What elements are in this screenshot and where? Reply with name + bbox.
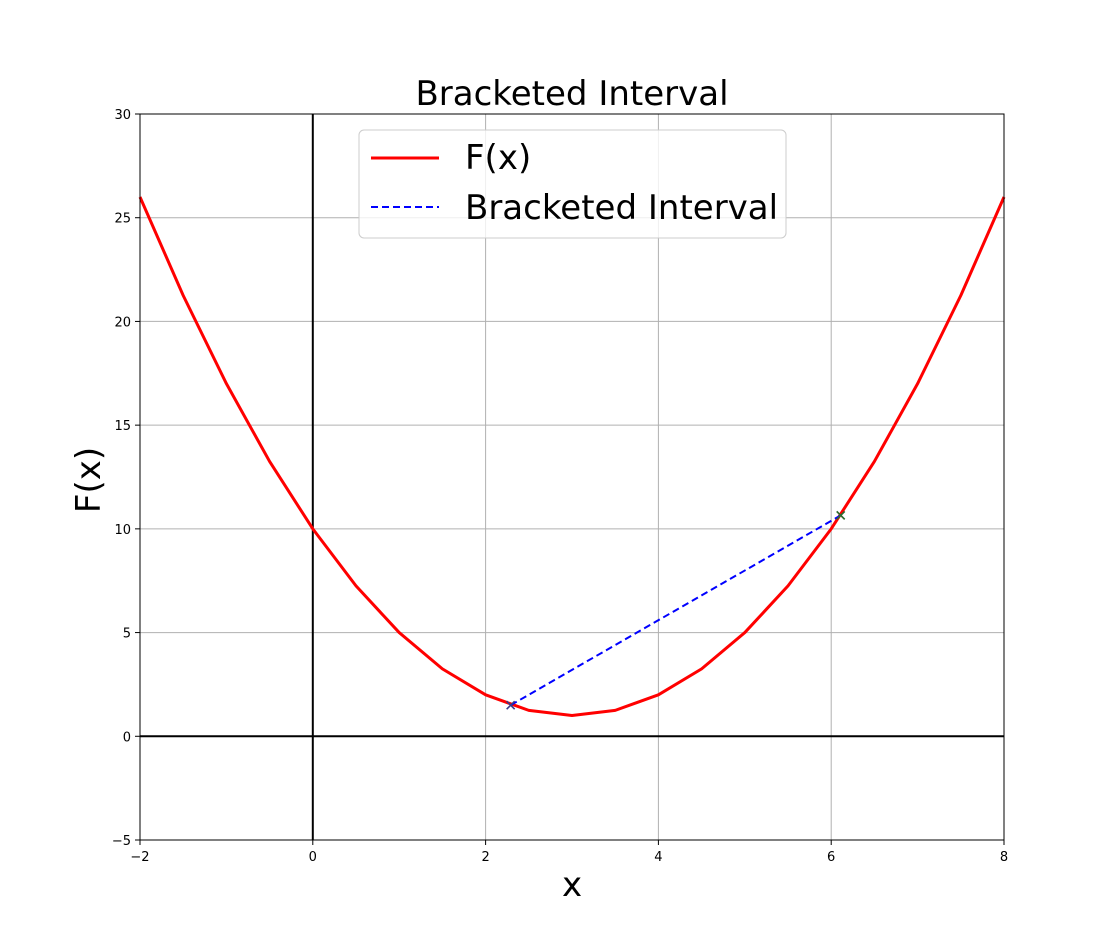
interval-endpoint-marker xyxy=(506,700,516,710)
x-tick-label: 8 xyxy=(1000,850,1008,865)
legend-box xyxy=(358,129,787,239)
y-tick-label: 20 xyxy=(114,315,131,330)
legend-label-bracket: Bracketed Interval xyxy=(465,188,778,228)
legend: F(x) Bracketed Interval xyxy=(358,129,787,239)
x-tick-label: −2 xyxy=(130,850,149,865)
series-group xyxy=(138,196,1006,718)
x-tick-label: 2 xyxy=(481,850,489,865)
axis-ticks: −2 0 2 4 6 8 −5 0 5 10 15 20 25 30 xyxy=(112,108,1008,865)
chart-title: Bracketed Interval xyxy=(415,74,728,114)
x-tick-label: 4 xyxy=(654,850,662,865)
x-axis-label: x xyxy=(562,865,582,905)
y-tick-label: −5 xyxy=(112,834,131,849)
bracketed-interval-line xyxy=(510,514,842,707)
legend-label-fx: F(x) xyxy=(465,138,531,178)
x-tick-label: 0 xyxy=(309,850,317,865)
y-tick-label: 0 xyxy=(123,730,131,745)
y-tick-label: 30 xyxy=(114,108,131,123)
plot-frame xyxy=(139,113,1005,841)
reference-axes xyxy=(140,114,1004,840)
y-tick-label: 15 xyxy=(114,419,131,434)
y-tick-label: 5 xyxy=(123,627,131,642)
y-tick-label: 10 xyxy=(114,523,131,538)
x-tick-label: 6 xyxy=(827,850,835,865)
y-tick-label: 25 xyxy=(114,212,131,227)
interval-endpoint-marker xyxy=(836,510,846,520)
y-axis-label: F(x) xyxy=(69,447,109,513)
fx-curve xyxy=(138,196,1006,718)
marker-group xyxy=(506,510,846,710)
